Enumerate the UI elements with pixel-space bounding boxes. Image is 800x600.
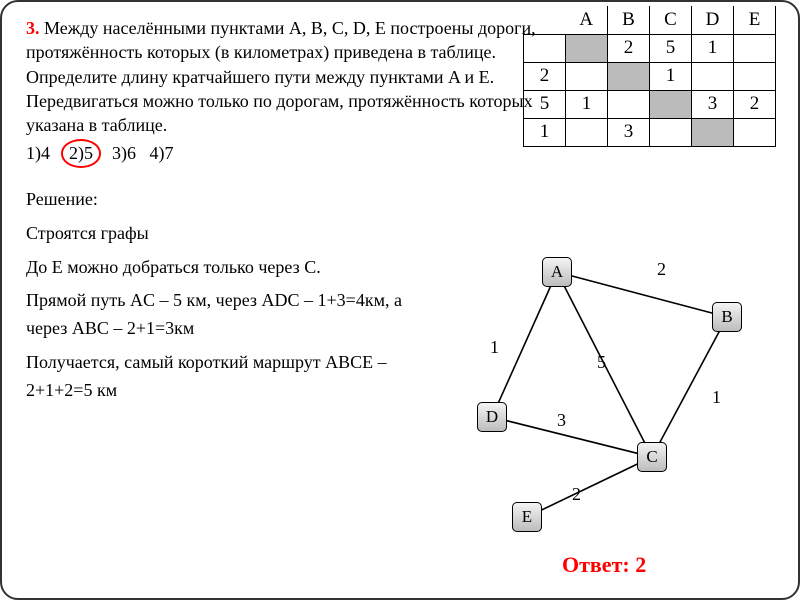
matrix-cell-2-4: 2 [734,90,776,118]
matrix-cell-2-1 [608,90,650,118]
solution-line-1: Строятся графы [26,220,426,248]
matrix-cell-0-3: 1 [692,34,734,62]
page-frame: 3. Между населёнными пунктами A, B, C, D… [0,0,800,600]
matrix-cell-3-3 [692,118,734,146]
solution-line-4: Получается, самый короткий маршрут ABCE … [26,349,426,405]
matrix-row-header-3: 1 [524,118,566,146]
problem-number: 3. [26,18,40,38]
edge-C-E [527,457,652,517]
edge-A-D [492,272,557,417]
problem-statement: 3. Между населёнными пунктами A, B, C, D… [26,16,546,168]
matrix-cell-1-3 [692,62,734,90]
edge-weight-A-B: 2 [657,259,666,280]
matrix-row-header-2: 5 [524,90,566,118]
matrix-col-D: D [692,6,734,34]
matrix-cell-0-2: 5 [650,34,692,62]
solution-block: Решение: Строятся графы До E можно добра… [26,186,426,405]
answer-options: 1)4 2)5 3)6 4)7 [26,139,546,167]
edge-weight-A-D: 1 [490,337,499,358]
option-4: 4)7 [150,143,174,163]
edge-weight-A-C: 5 [597,352,606,373]
option-3: 3)6 [112,143,136,163]
matrix-cell-2-3: 3 [692,90,734,118]
final-answer: Ответ: 2 [562,552,646,578]
matrix-col-E: E [734,6,776,34]
graph-node-A: A [542,257,572,287]
edge-weight-C-E: 2 [572,484,581,505]
matrix-cell-2-2 [650,90,692,118]
matrix-cell-0-4 [734,34,776,62]
matrix-cell-1-0 [566,62,608,90]
content-area: 3. Между населёнными пунктами A, B, C, D… [2,2,798,598]
graph-node-E: E [512,502,542,532]
graph-node-C: C [637,442,667,472]
matrix-cell-1-1 [608,62,650,90]
matrix-cell-3-1: 3 [608,118,650,146]
graph-node-B: B [712,302,742,332]
problem-text-2: Определите длину кратчайшего пути между … [26,67,533,136]
matrix-cell-3-0 [566,118,608,146]
matrix-cell-0-0 [566,34,608,62]
graph-diagram: A B D C E 2 1 5 1 3 2 [422,247,772,547]
matrix-col-A: A [566,6,608,34]
matrix-cell-0-1: 2 [608,34,650,62]
matrix-row-header-1: 2 [524,62,566,90]
matrix-cell-3-4 [734,118,776,146]
matrix-row-header-0 [524,34,566,62]
edge-weight-B-C: 1 [712,387,721,408]
matrix-col-B: B [608,6,650,34]
matrix-cell-2-0: 1 [566,90,608,118]
solution-line-3: Прямой путь AC – 5 км, через ADC – 1+3=4… [26,287,426,343]
edge-D-C [492,417,652,457]
matrix-cell-1-4 [734,62,776,90]
matrix-cell-3-2 [650,118,692,146]
matrix-cell-1-2: 1 [650,62,692,90]
distance-matrix: ABCDE25121513213 [523,6,776,147]
option-1: 1)4 [26,143,50,163]
graph-node-D: D [477,402,507,432]
edge-weight-D-C: 3 [557,410,566,431]
solution-line-2: До E можно добраться только через C. [26,254,426,282]
matrix-col-C: C [650,6,692,34]
problem-text-1: Между населёнными пунктами A, B, C, D, E… [26,18,536,62]
solution-title: Решение: [26,186,426,214]
option-2-circled: 2)5 [61,139,101,167]
edge-A-B [557,272,727,317]
